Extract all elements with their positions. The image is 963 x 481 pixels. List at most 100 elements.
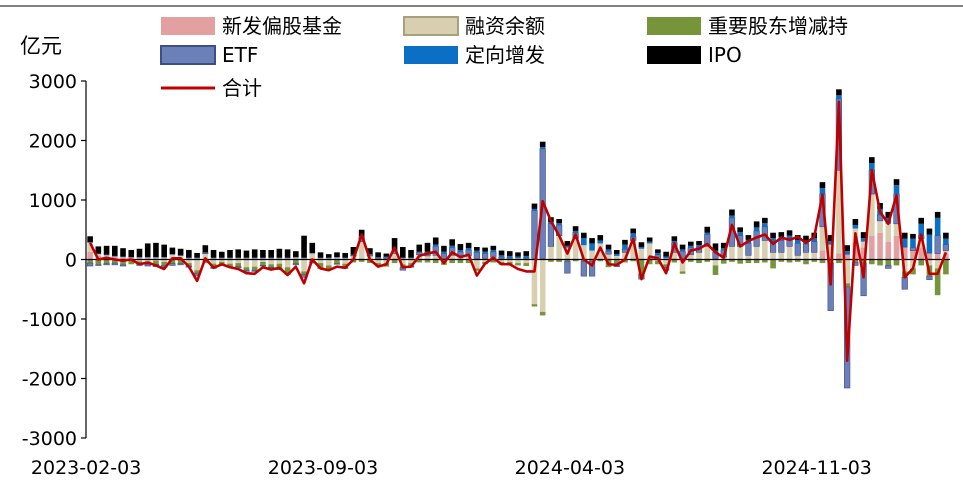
legend-swatch: [403, 16, 459, 36]
bar-etf: [473, 252, 480, 259]
bar-private-placement: [112, 255, 118, 257]
bar-major-shareholder: [194, 270, 200, 274]
bar-etf: [144, 263, 151, 267]
bar-ipo: [712, 243, 719, 251]
bar-margin-balance: [704, 246, 711, 259]
bar-ipo: [268, 249, 274, 258]
bar-etf: [292, 263, 299, 266]
bar-margin-balance: [638, 248, 645, 259]
bar-private-placement: [210, 257, 217, 259]
bar-etf: [811, 241, 818, 253]
bar-private-placement: [235, 257, 242, 259]
legend-swatch: [161, 17, 215, 35]
bar-new-equity-fund: [885, 241, 892, 260]
bar-ipo: [704, 226, 711, 233]
bar-private-placement: [794, 239, 801, 244]
bar-major-shareholder: [325, 265, 332, 270]
bar-ipo: [120, 248, 126, 257]
bar-ipo: [103, 245, 110, 255]
bar-ipo: [515, 252, 521, 257]
bar-major-shareholder: [268, 264, 274, 268]
bar-ipo: [523, 251, 530, 256]
bar-private-placement: [416, 251, 423, 253]
bar-margin-balance: [218, 259, 225, 262]
bar-margin-balance: [515, 259, 521, 264]
bar-margin-balance: [819, 226, 826, 251]
bar-margin-balance: [671, 252, 678, 259]
bar-ipo: [424, 242, 431, 252]
bar-private-placement: [753, 227, 760, 231]
bar-private-placement: [704, 232, 711, 235]
bar-private-placement: [474, 250, 480, 253]
bar-margin-balance: [605, 254, 612, 259]
bar-etf: [490, 251, 497, 258]
bar-major-shareholder: [120, 260, 126, 265]
x-tick-label: 2024-04-03: [515, 457, 625, 477]
bar-new-equity-fund: [926, 253, 933, 260]
bar-ipo: [934, 211, 941, 218]
bar-margin-balance: [227, 259, 233, 264]
bar-major-shareholder: [186, 263, 192, 267]
bar-major-shareholder: [317, 263, 324, 268]
bar-ipo: [539, 141, 546, 148]
bar-major-shareholder: [671, 259, 678, 263]
bar-margin-balance: [539, 259, 546, 312]
bar-margin-balance: [210, 259, 217, 264]
bar-margin-balance: [753, 246, 760, 259]
bar-etf: [926, 275, 933, 281]
bar-major-shareholder: [564, 259, 571, 262]
bar-ipo: [375, 252, 381, 258]
bar-new-equity-fund: [153, 257, 159, 260]
bar-margin-balance: [860, 241, 867, 248]
bar-new-equity-fund: [87, 251, 93, 260]
bar-ipo: [737, 227, 743, 233]
bar-margin-balance: [251, 259, 258, 267]
bar-private-placement: [630, 233, 636, 237]
bar-major-shareholder: [251, 266, 258, 271]
bar-ipo: [630, 228, 636, 234]
bar-margin-balance: [770, 252, 776, 259]
bar-etf: [119, 264, 127, 267]
bar-margin-balance: [342, 259, 348, 264]
bar-major-shareholder: [655, 260, 661, 265]
bar-etf: [588, 260, 596, 277]
x-axis: 2023-02-03 2023-09-03 2024-04-03 2024-11-03: [31, 457, 872, 479]
bar-margin-balance: [383, 259, 390, 264]
bar-margin-balance: [375, 259, 381, 264]
bar-private-placement: [597, 240, 604, 244]
y-tick-label: 0: [65, 250, 77, 272]
bar-etf: [531, 210, 538, 259]
bar-margin-balance: [474, 259, 480, 269]
legend-total: 合计: [161, 76, 262, 100]
bar-private-placement: [325, 257, 332, 259]
bar-margin-balance: [95, 254, 102, 256]
bar-major-shareholder: [819, 259, 826, 264]
bar-margin-balance: [301, 259, 307, 272]
bar-major-shareholder: [877, 259, 883, 266]
bar-private-placement: [613, 254, 620, 256]
bar-etf: [202, 252, 209, 254]
bar-margin-balance: [144, 259, 151, 262]
bar-margin-balance: [325, 259, 332, 266]
bar-ipo: [186, 249, 192, 258]
bar-margin-balance: [194, 259, 200, 271]
bar-margin-balance: [622, 252, 628, 259]
legend-label: 融资余额: [465, 14, 545, 38]
bar-major-shareholder: [177, 259, 184, 264]
bar-ipo: [309, 242, 316, 253]
bar-major-shareholder: [638, 259, 645, 275]
bar-margin-balance: [87, 242, 93, 252]
bar-private-placement: [901, 238, 908, 248]
bar-major-shareholder: [597, 259, 604, 262]
y-tick-label: -1000: [22, 309, 77, 331]
bar-margin-balance: [679, 259, 686, 272]
bar-private-placement: [655, 252, 661, 255]
bar-major-shareholder: [918, 259, 924, 266]
bar-etf: [111, 262, 118, 266]
bar-private-placement: [498, 255, 505, 258]
bar-ipo: [589, 238, 595, 244]
bar-ipo: [276, 248, 283, 258]
bar-margin-balance: [268, 259, 274, 265]
bar-major-shareholder: [572, 259, 579, 262]
bar-margin-balance: [885, 223, 892, 242]
